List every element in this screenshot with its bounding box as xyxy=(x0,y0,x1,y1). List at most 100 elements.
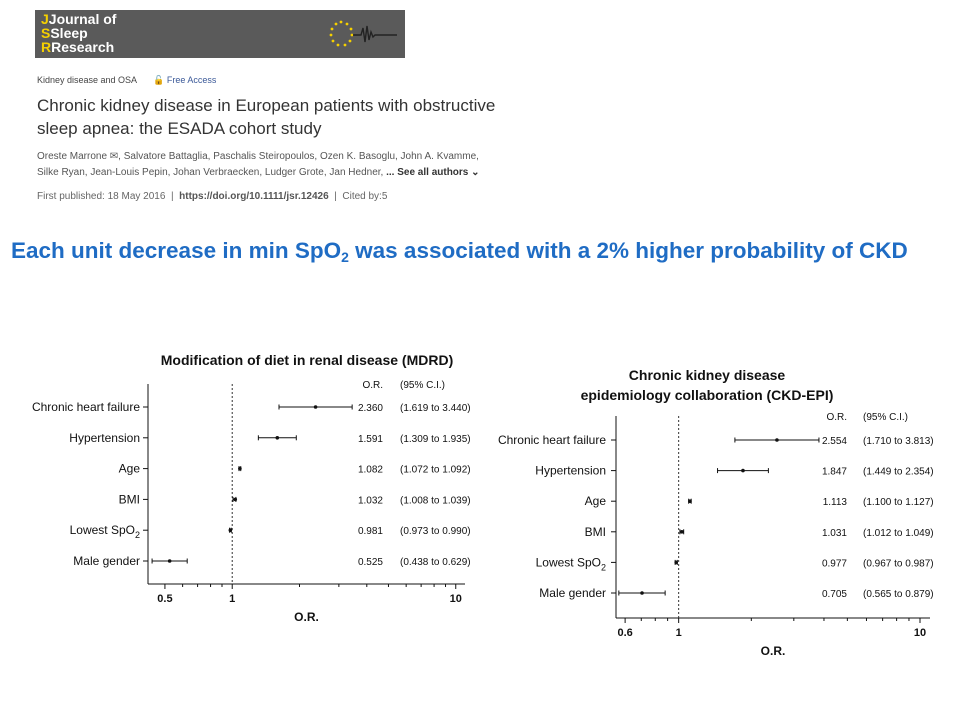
row-label: BMI xyxy=(119,492,140,506)
forest-row: Hypertension 1.847 (1.449 to 2.354) xyxy=(535,464,933,478)
row-label-text: Age xyxy=(585,494,607,508)
row-label-text: BMI xyxy=(119,492,140,506)
row-label-subscript: 2 xyxy=(601,562,606,572)
forest-row: BMI 1.031 (1.012 to 1.049) xyxy=(585,525,934,539)
odds-ratio-point xyxy=(688,499,692,503)
unlock-icon: 🔓 xyxy=(153,75,165,85)
row-label: Age xyxy=(119,462,141,476)
forest-row: Male gender 0.705 (0.565 to 0.879) xyxy=(539,586,933,600)
row-label-text: Male gender xyxy=(539,586,606,600)
odds-ratio-value: 0.977 xyxy=(822,558,847,569)
x-tick-label: 1 xyxy=(229,593,235,605)
odds-ratio-value: 1.847 xyxy=(822,467,847,478)
odds-ratio-point xyxy=(313,405,318,409)
x-tick-label: 1 xyxy=(676,627,682,639)
paper-meta-line: Kidney disease and OSA 🔓 Free Access xyxy=(37,75,216,86)
row-label: Chronic heart failure xyxy=(498,433,606,447)
confidence-interval-value: (0.967 to 0.987) xyxy=(863,558,934,569)
row-label-text: BMI xyxy=(585,525,606,539)
doi-link[interactable]: https://doi.org/10.1111/jsr.12426 xyxy=(179,191,329,202)
odds-ratio-point xyxy=(674,560,679,565)
statement-part2: was associated with a 2% higher probabil… xyxy=(348,238,908,263)
odds-ratio-value: 1.031 xyxy=(822,528,847,539)
row-label-text: Lowest SpO xyxy=(536,555,601,569)
forest-plot-svg: Chronic kidney disease epidemiology colla… xyxy=(498,367,934,658)
confidence-interval-value: (1.072 to 1.092) xyxy=(400,465,471,476)
forest-plot-svg: Modification of diet in renal disease (M… xyxy=(32,352,471,624)
forest-row: Chronic heart failure 2.554 (1.710 to 3.81… xyxy=(498,433,934,447)
confidence-interval-value: (0.565 to 0.879) xyxy=(863,589,934,600)
odds-ratio-point xyxy=(275,436,280,440)
odds-ratio-value: 0.705 xyxy=(822,589,847,600)
key-finding-statement: Each unit decrease in min SpO2 was assoc… xyxy=(11,234,950,267)
forest-row: Lowest SpO2 0.977 (0.967 to 0.987) xyxy=(536,555,934,572)
forest-plot-mdrd: Modification of diet in renal disease (M… xyxy=(0,340,490,624)
column-header-or: O.R. xyxy=(362,380,383,391)
forest-row: Lowest SpO2 0.981 (0.973 to 0.990) xyxy=(70,523,471,540)
row-label-text: Chronic heart failure xyxy=(32,400,140,414)
odds-ratio-value: 0.981 xyxy=(358,526,383,537)
paper-title[interactable]: Chronic kidney disease in European patie… xyxy=(37,96,496,138)
confidence-interval-value: (1.100 to 1.127) xyxy=(863,497,934,508)
row-label-text: Age xyxy=(119,462,141,476)
odds-ratio-point xyxy=(238,466,242,471)
forest-row: Age 1.113 (1.100 to 1.127) xyxy=(585,494,934,508)
row-label: Male gender xyxy=(73,554,140,568)
confidence-interval-value: (1.309 to 1.935) xyxy=(400,434,471,445)
odds-ratio-value: 2.360 xyxy=(358,403,383,414)
x-axis-title: O.R. xyxy=(294,610,319,624)
x-tick-label: 10 xyxy=(450,593,462,605)
row-label: Hypertension xyxy=(535,464,606,478)
x-tick-label: 0.6 xyxy=(617,627,632,639)
x-tick-label: 0.5 xyxy=(157,593,172,605)
odds-ratio-point xyxy=(233,497,238,502)
odds-ratio-value: 1.032 xyxy=(358,495,383,506)
row-label: Male gender xyxy=(539,586,606,600)
confidence-interval-value: (1.619 to 3.440) xyxy=(400,403,471,414)
forest-row: Hypertension 1.591 (1.309 to 1.935) xyxy=(69,431,470,445)
column-header-ci: (95% C.I.) xyxy=(863,412,908,423)
confidence-interval-value: (1.008 to 1.039) xyxy=(400,495,471,506)
row-label: Lowest SpO2 xyxy=(536,555,606,572)
row-label: BMI xyxy=(585,525,606,539)
forest-row: Chronic heart failure 2.360 (1.619 to 3.44… xyxy=(32,400,471,414)
journal-line3: Research xyxy=(51,39,115,55)
odds-ratio-point xyxy=(228,528,233,532)
row-label-text: Hypertension xyxy=(69,431,140,445)
odds-ratio-point xyxy=(775,438,779,442)
statement-part1: Each unit decrease in min SpO xyxy=(11,238,342,263)
see-all-authors-link[interactable]: ... See all authors ⌄ xyxy=(386,167,480,178)
row-label-subscript: 2 xyxy=(135,530,140,540)
authors-line-2[interactable]: Silke Ryan, Jean-Louis Pepin, Johan Verb… xyxy=(37,167,384,178)
column-header-ci: (95% C.I.) xyxy=(400,380,445,391)
odds-ratio-point xyxy=(680,530,684,534)
row-label: Chronic heart failure xyxy=(32,400,140,414)
confidence-interval-value: (0.973 to 0.990) xyxy=(400,526,471,537)
confidence-interval-value: (1.449 to 2.354) xyxy=(863,467,934,478)
odds-ratio-value: 1.113 xyxy=(823,497,848,508)
publication-line: First published: 18 May 2016 | https://d… xyxy=(37,191,388,202)
row-label: Age xyxy=(585,494,607,508)
row-label: Hypertension xyxy=(69,431,140,445)
chart-title-line: Chronic kidney disease xyxy=(629,367,786,383)
journal-line2: Sleep xyxy=(50,25,88,41)
cited-by[interactable]: Cited by:5 xyxy=(342,191,388,202)
confidence-interval-value: (1.710 to 3.813) xyxy=(863,436,934,447)
odds-ratio-point xyxy=(167,559,172,563)
authors-line-1[interactable]: Oreste Marrone ✉, Salvatore Battaglia, P… xyxy=(37,151,479,162)
confidence-interval-value: (0.438 to 0.629) xyxy=(400,557,471,568)
column-header-or: O.R. xyxy=(826,412,847,423)
forest-row: BMI 1.032 (1.008 to 1.039) xyxy=(119,492,471,506)
published-date: First published: 18 May 2016 xyxy=(37,191,166,202)
section-label[interactable]: Kidney disease and OSA xyxy=(37,75,137,85)
row-label-text: Chronic heart failure xyxy=(498,433,606,447)
author-list: Oreste Marrone ✉, Salvatore Battaglia, P… xyxy=(37,149,527,181)
chart-title: Modification of diet in renal disease (M… xyxy=(161,352,453,368)
free-access-label: Free Access xyxy=(166,75,217,85)
forest-row: Male gender 0.525 (0.438 to 0.629) xyxy=(73,554,470,568)
journal-logo-text: JJournal of SSleep RResearch xyxy=(41,11,117,55)
odds-ratio-value: 1.591 xyxy=(358,434,383,445)
row-label-text: Lowest SpO xyxy=(70,523,135,537)
forest-plot-ckd-epi: Chronic kidney disease epidemiology colla… xyxy=(480,358,960,658)
confidence-interval-value: (1.012 to 1.049) xyxy=(863,528,934,539)
